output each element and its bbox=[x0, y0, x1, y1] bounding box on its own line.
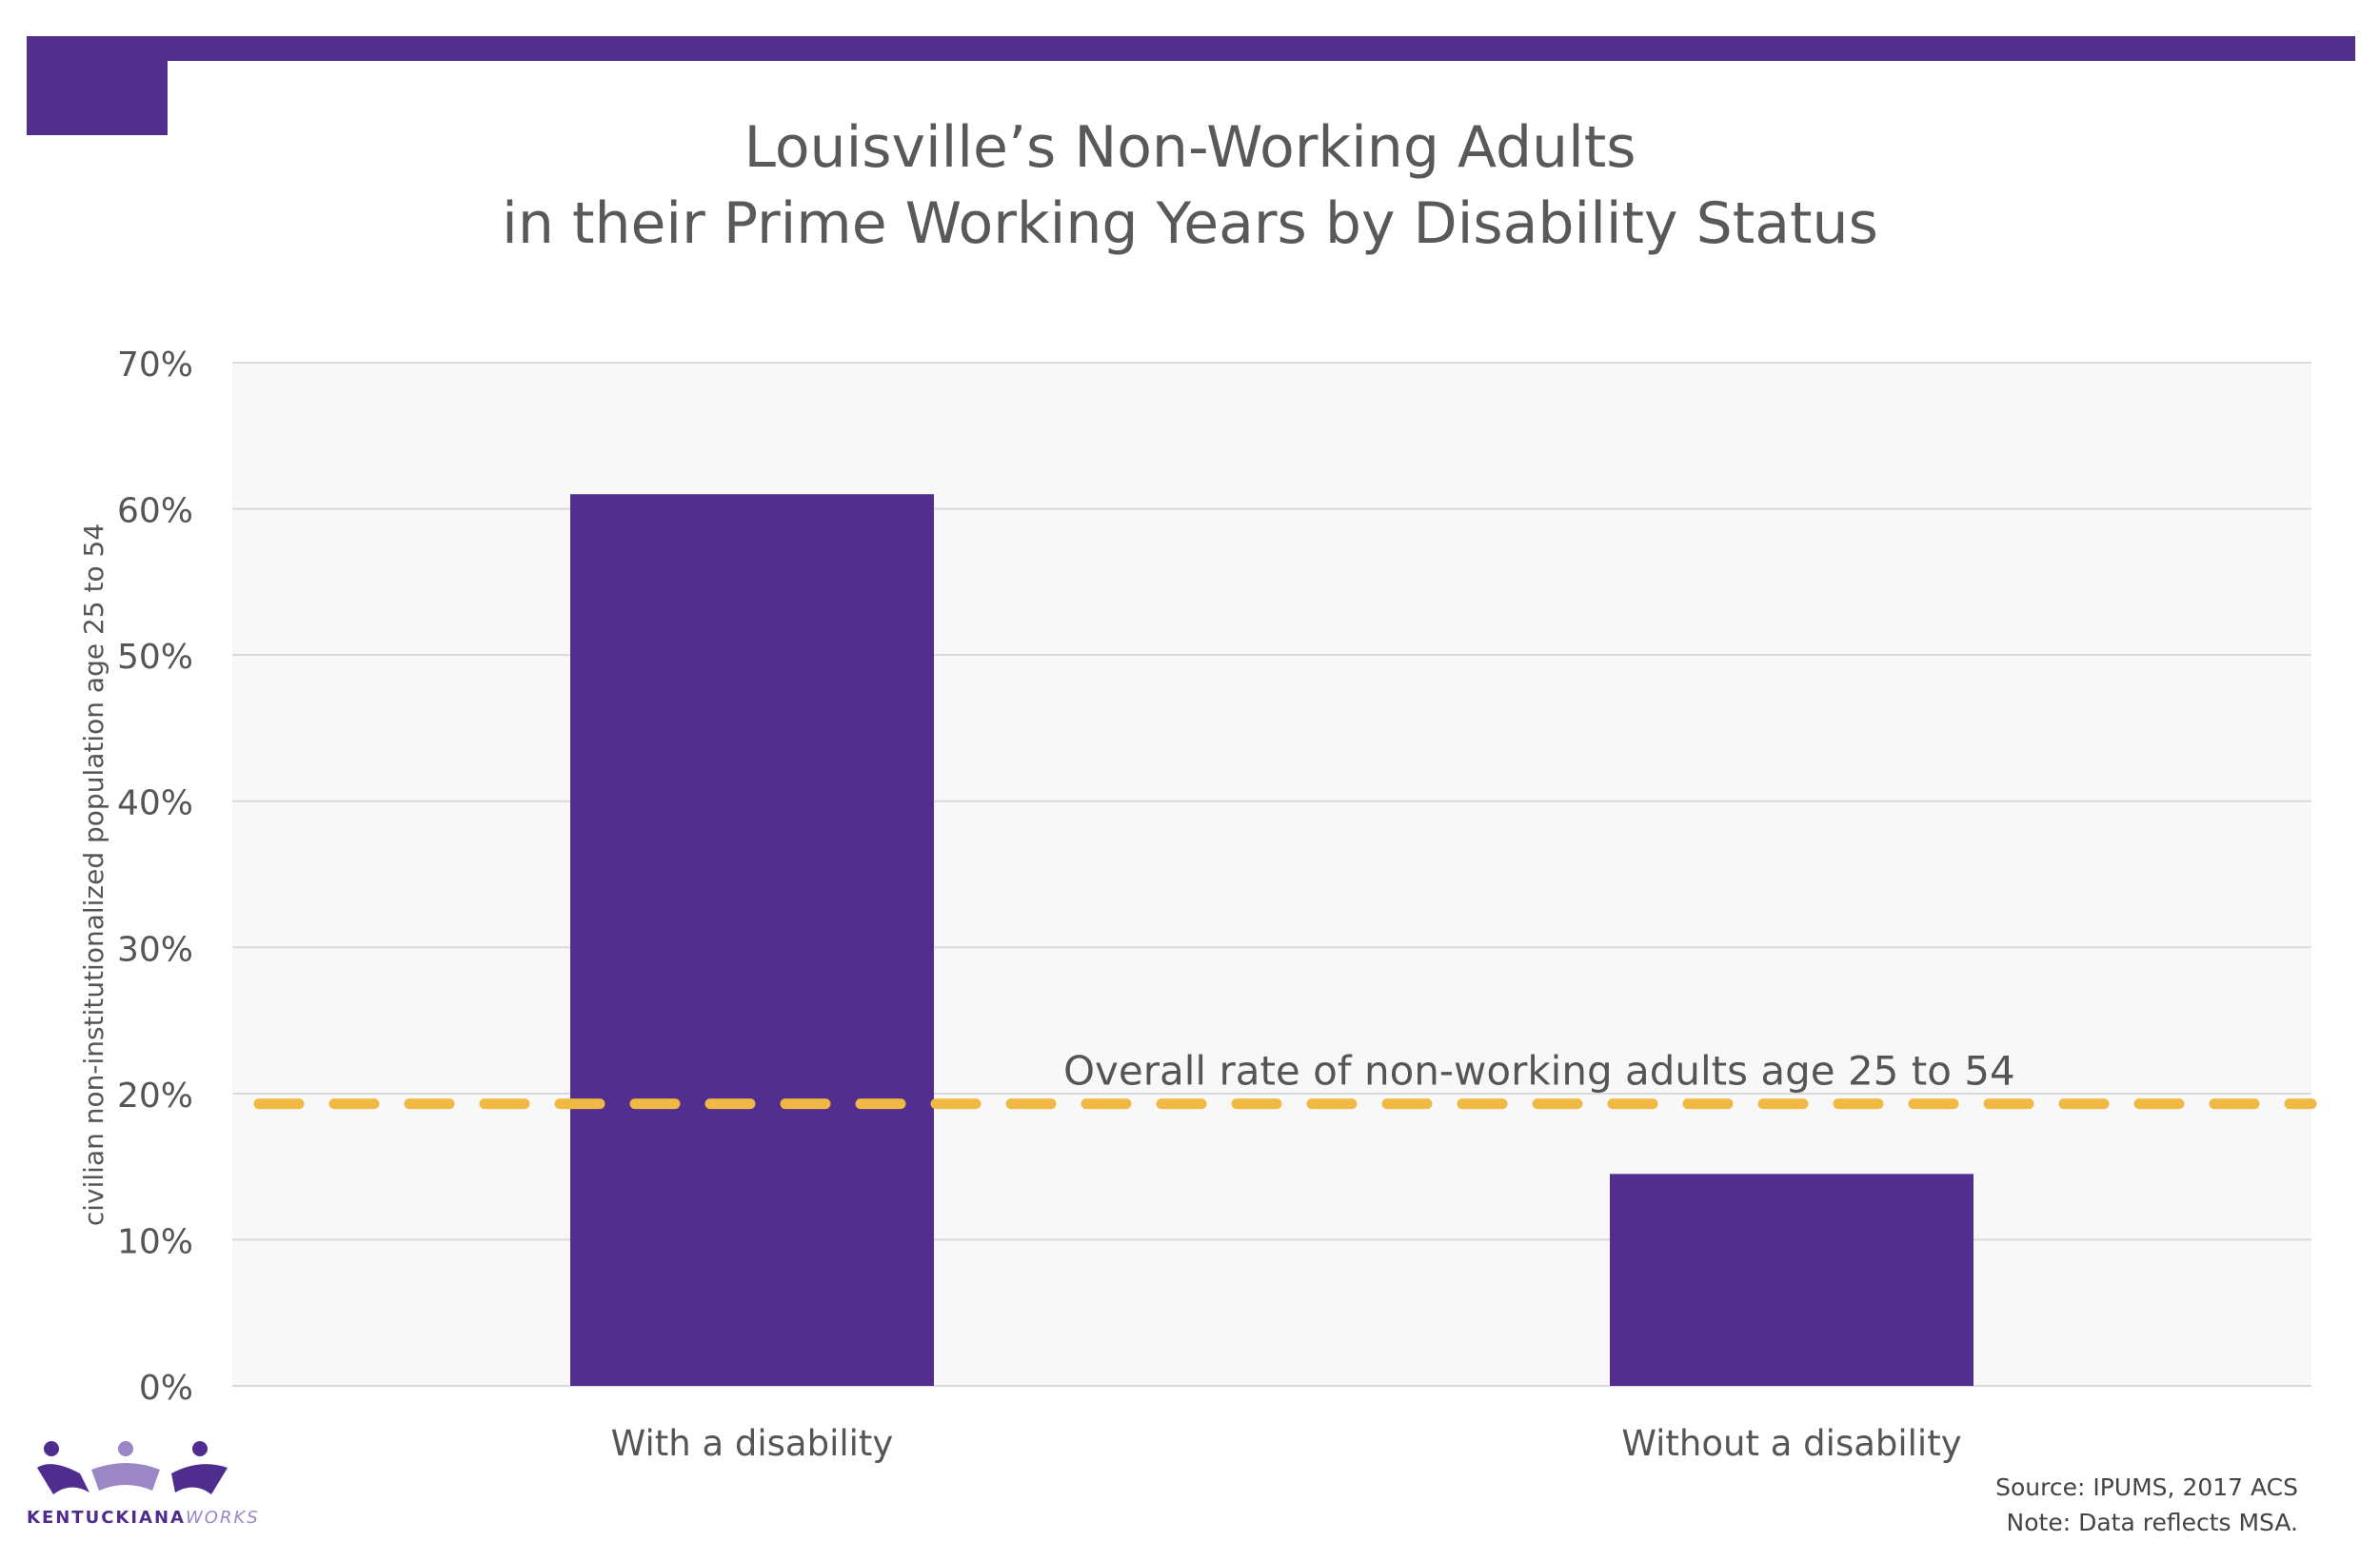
y-tick-label: 70% bbox=[117, 346, 193, 385]
y-tick-label: 60% bbox=[117, 492, 193, 531]
source-note: Source: IPUMS, 2017 ACS bbox=[1995, 1473, 2298, 1501]
logo-wordmark: KENTUCKIANAWORKS bbox=[27, 1508, 260, 1528]
x-tick-label: With a disability bbox=[611, 1423, 894, 1464]
header-accent-bar bbox=[27, 36, 2355, 61]
reference-line-label: Overall rate of non-working adults age 2… bbox=[1063, 1048, 2015, 1095]
bars bbox=[570, 494, 1973, 1386]
y-tick-label: 0% bbox=[139, 1369, 193, 1408]
bar bbox=[1610, 1174, 1973, 1386]
y-tick-label: 50% bbox=[117, 638, 193, 677]
y-tick-label: 20% bbox=[117, 1077, 193, 1116]
bar bbox=[570, 494, 934, 1386]
x-tick-label: Without a disability bbox=[1621, 1423, 1961, 1464]
y-tick-label: 30% bbox=[117, 930, 193, 969]
kentuckiana-works-logo-icon bbox=[37, 1441, 228, 1494]
y-axis-ticks: 0% 10% 20% 30% 40% 50% 60% 70% bbox=[117, 346, 193, 1408]
plot-area bbox=[232, 363, 2311, 1386]
y-tick-label: 10% bbox=[117, 1222, 193, 1261]
chart-title-line-2: in their Prime Working Years by Disabili… bbox=[502, 190, 1878, 257]
y-axis-label: civilian non-institutionalized populatio… bbox=[78, 524, 109, 1226]
chart-title-line-1: Louisville’s Non-Working Adults bbox=[744, 114, 1636, 181]
logo-text-main: KENTUCKIANA bbox=[27, 1508, 186, 1528]
y-tick-label: 40% bbox=[117, 784, 193, 823]
data-note: Note: Data reflects MSA. bbox=[2006, 1509, 2298, 1536]
logo-text-accent: WORKS bbox=[185, 1508, 260, 1528]
header-accent-block bbox=[27, 36, 168, 135]
x-axis-ticks: With a disability Without a disability bbox=[611, 1423, 1962, 1464]
reference-line-group: Overall rate of non-working adults age 2… bbox=[253, 1048, 2317, 1110]
